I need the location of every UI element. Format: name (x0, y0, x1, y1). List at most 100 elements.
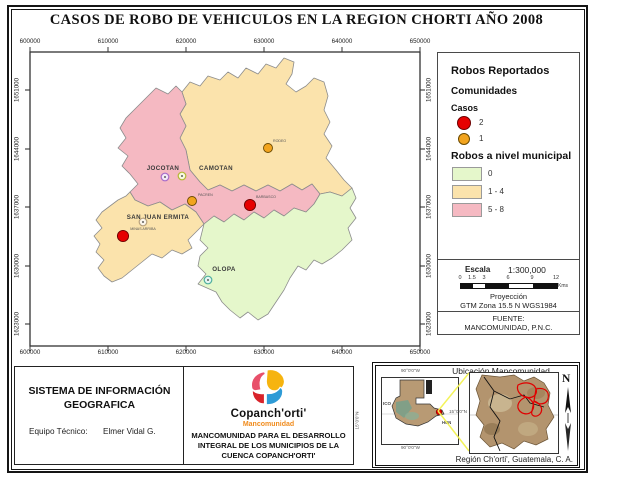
scalebar-unit: Kms (558, 283, 568, 289)
case-dot-pacren (187, 196, 197, 206)
scalebar-tick-12: 12 (552, 275, 560, 281)
municipality-san-juan-ermita (93, 191, 205, 283)
label-rodeo: RODEO (273, 139, 286, 143)
belize-shape (426, 380, 432, 394)
mancomunidad-outline (516, 382, 549, 417)
legend-comunidades: Comunidades (451, 86, 518, 97)
latitude-label-left: 15°0'0"N (354, 411, 360, 430)
map-axis-ticks (25, 47, 425, 351)
legend-case-2-label: 2 (479, 118, 484, 127)
scale-value: 1:300,000 (508, 265, 546, 275)
team-label: Equipo Técnico: (29, 427, 88, 436)
location-title: Ubicación Mancomunidad (452, 366, 550, 376)
y-tick-left-1644000: 1644000 (13, 136, 21, 162)
scale-label: Escala (465, 265, 491, 274)
label-san-juan-ermita: SAN JUAN ERMITA (127, 214, 190, 221)
page-frame-inner (10, 8, 585, 470)
location-box: Ubicación Mancomunidad 90°0'0"W ICO HON … (372, 362, 580, 468)
legend-swatch-1-4-label: 1 - 4 (488, 187, 505, 196)
copanchorti-logo (250, 369, 286, 406)
fuente-value: MANCOMUNIDAD, P.N.C. (464, 323, 553, 332)
north-label: N (562, 373, 571, 385)
scalebar-tick-0: 0 (458, 275, 462, 281)
projection-value: GTM Zona 15.5 N WGS1984 (460, 301, 557, 310)
scalebar-tick-6: 6 (506, 275, 510, 281)
x-tick-bot-610000: 610000 (97, 349, 119, 356)
x-tick-top-620000: 620000 (175, 38, 197, 45)
legend-title: Robos Reportados (451, 65, 550, 77)
org-line2: INTEGRAL DE LOS MUNICIPIOS DE LA (197, 441, 340, 450)
y-tick-left-1651000: 1651000 (13, 77, 21, 103)
label-olopa: OLOPA (212, 266, 236, 273)
guatemala-minimap: ICO HON (381, 377, 459, 445)
label-barbasco: BARBASCO (256, 195, 276, 199)
coord-w-top: 90°0'0"W (401, 368, 420, 373)
case-dot-barbasco (243, 198, 257, 212)
legend-swatch-5-8 (452, 203, 482, 217)
x-tick-top-610000: 610000 (97, 38, 119, 45)
legend-divider-1 (438, 259, 579, 260)
legend-swatch-1-4 (452, 185, 482, 199)
legend-case-2-dot (457, 116, 471, 130)
sig-title-line1: SISTEMA DE INFORMACIÓN (28, 385, 171, 397)
x-tick-top-600000: 600000 (19, 38, 41, 45)
town-markers (138, 171, 213, 285)
x-tick-bot-600000: 600000 (19, 349, 41, 356)
legend-divider-2 (438, 311, 579, 312)
x-tick-top-650000: 650000 (409, 38, 431, 45)
page-frame (7, 5, 588, 473)
y-tick-right-1644000: 1644000 (425, 136, 433, 162)
x-tick-bot-650000: 650000 (409, 349, 431, 356)
label-pacren: PACREN (198, 193, 213, 197)
scalebar-tick-3: 3 (482, 275, 486, 281)
scalebar-tick-9: 9 (530, 275, 534, 281)
location-box-inner (374, 364, 578, 466)
org-line1: MANCOMUNIDAD PARA EL DESARROLLO (191, 431, 346, 440)
y-tick-left-1630000: 1630000 (13, 253, 21, 279)
legend-casos: Casos (451, 103, 479, 113)
org-name: Copanch'orti' (230, 408, 307, 420)
label-jocotan: JOCOTAN (147, 165, 180, 172)
legend-municipal-title: Robos a nivel municipal (451, 150, 572, 162)
region-location-dot (435, 408, 443, 416)
x-tick-bot-640000: 640000 (331, 349, 353, 356)
label-honduras: HON (442, 420, 451, 425)
municipality-olopa (197, 187, 357, 321)
x-tick-bot-620000: 620000 (175, 349, 197, 356)
region-minimap (469, 372, 559, 454)
team-value: Elmer Vidal G. (103, 427, 156, 436)
x-tick-top-630000: 630000 (253, 38, 275, 45)
case-dot-rodeo (263, 143, 273, 153)
main-map: JOCOTAN CAMOTAN SAN JUAN ERMITA OLOPA (25, 47, 425, 351)
coord-n-mid: 15°0'0"N (449, 409, 467, 414)
north-arrow-icon (565, 387, 571, 451)
projection-label: Proyección (489, 292, 528, 301)
x-tick-top-640000: 640000 (331, 38, 353, 45)
scalebar-ticks: 0 1.5 3 6 9 12 (458, 275, 560, 282)
location-caption: Región Ch'orti', Guatemala, C. A. (455, 455, 573, 464)
case-markers (116, 143, 273, 243)
legend-case-1-dot (458, 133, 470, 145)
legend-swatch-0 (452, 167, 482, 181)
y-tick-right-1630000: 1630000 (425, 253, 433, 279)
label-camotan: CAMOTAN (199, 165, 233, 172)
fuente-label: FUENTE: (492, 314, 525, 323)
scalebar-tick-15: 1.5 (468, 275, 476, 281)
y-tick-left-1637000: 1637000 (13, 194, 21, 220)
y-tick-right-1637000: 1637000 (425, 194, 433, 220)
legend-case-1-label: 1 (479, 134, 484, 143)
legend-panel: Robos Reportados Comunidades Casos 2 1 R… (437, 52, 580, 335)
org-line3: CUENCA COPANCH'ORTI' (221, 451, 316, 460)
label-minas-arriba: MINAS ARRIBA (130, 227, 156, 231)
legend-swatch-0-label: 0 (488, 169, 493, 178)
coord-w-bottom: 90°0'0"W (401, 445, 420, 450)
scalebar (460, 283, 558, 289)
y-tick-right-1623000: 1623000 (425, 311, 433, 337)
x-tick-bot-630000: 630000 (253, 349, 275, 356)
y-tick-left-1623000: 1623000 (13, 311, 21, 337)
case-dot-west (116, 229, 130, 243)
sig-title-line2: GEOGRAFICA (63, 399, 136, 411)
y-tick-right-1651000: 1651000 (425, 77, 433, 103)
sig-box: SISTEMA DE INFORMACIÓN GEOGRAFICA Equipo… (14, 366, 185, 465)
